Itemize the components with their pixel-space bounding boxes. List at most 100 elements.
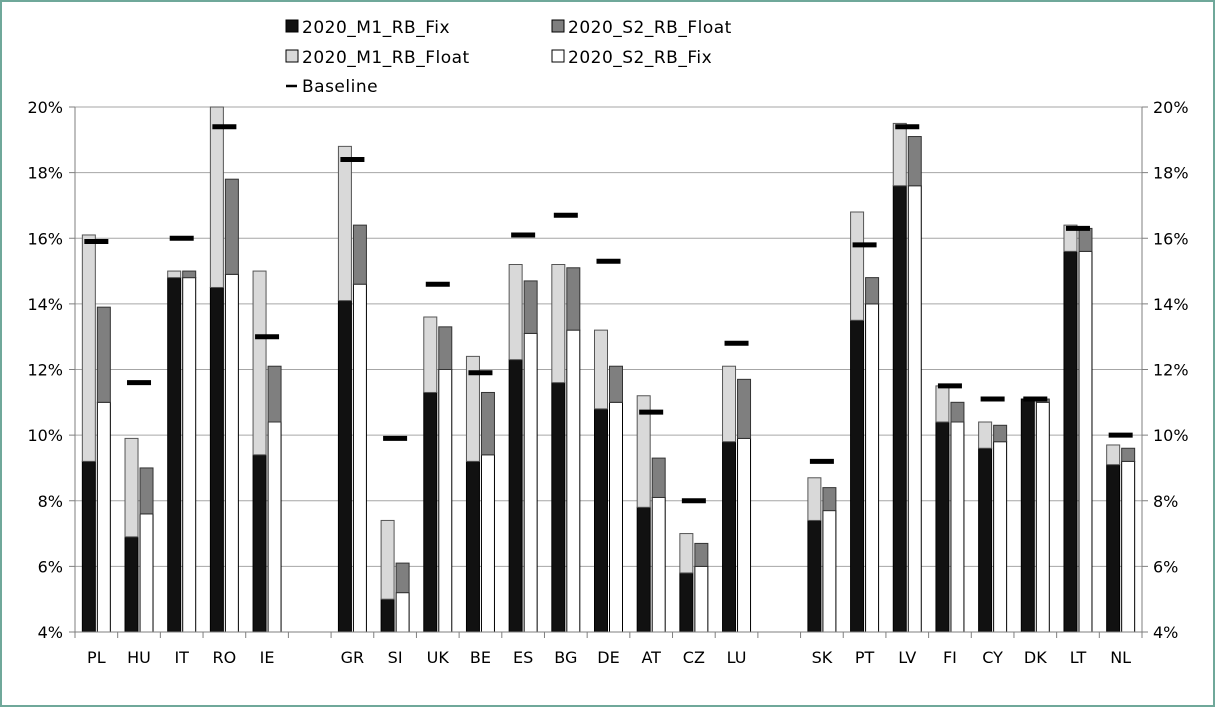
bar-m1-float <box>722 365 737 443</box>
bar-m1-float <box>337 145 352 302</box>
bar-s2-float <box>1121 447 1136 462</box>
bar-s2-fix <box>609 401 623 633</box>
bar-m1-float <box>978 421 993 449</box>
bar-s2-float <box>1078 227 1093 252</box>
bar-s2-float <box>352 224 367 285</box>
bar-s2-fix <box>395 592 410 633</box>
bar-s2-fix <box>907 185 922 633</box>
y-tick-label-right: 18% <box>1153 164 1189 183</box>
bar-m1-fix <box>124 536 139 633</box>
bar-s2-fix <box>694 565 709 633</box>
bar-s2-fix <box>96 401 111 633</box>
bar-m1-float <box>636 395 651 508</box>
y-tick-label-left: 4% <box>38 623 63 642</box>
bar-s2-fix <box>1035 401 1050 633</box>
legend-swatch <box>285 19 299 33</box>
bar-m1-float <box>679 533 694 574</box>
bar-m1-fix <box>1106 464 1121 633</box>
bar-m1-float <box>1063 224 1078 252</box>
bar-s2-fix <box>993 441 1008 633</box>
bar-s2-float <box>651 457 666 498</box>
bar-m1-fix <box>636 506 651 633</box>
bar-m1-fix <box>1020 398 1035 633</box>
x-category-label: IE <box>260 648 275 667</box>
bar-s2-float <box>224 178 239 275</box>
bar-s2-float <box>480 391 495 456</box>
legend-swatch <box>551 19 565 33</box>
x-category-label: UK <box>427 648 450 667</box>
bar-m1-float <box>1106 444 1121 466</box>
bar-s2-fix <box>182 277 197 633</box>
bar-m1-fix <box>679 572 694 633</box>
bar-s2-float <box>907 136 922 187</box>
x-category-label: ES <box>513 648 533 667</box>
y-tick-label-left: 10% <box>27 426 63 445</box>
bar-m1-fix <box>209 286 224 633</box>
bar-m1-fix <box>252 454 267 633</box>
y-tick-label-left: 16% <box>27 229 63 248</box>
bar-s2-float <box>438 326 453 370</box>
y-tick-label-left: 12% <box>27 361 63 380</box>
bar-s2-fix <box>224 273 239 633</box>
bar-s2-float <box>993 424 1008 443</box>
bar-m1-fix <box>551 382 566 633</box>
bar-series <box>81 106 1136 633</box>
x-category-label: CY <box>982 648 1003 667</box>
bar-m1-float <box>935 385 950 423</box>
x-category-label: IT <box>174 648 189 667</box>
x-category-label: NL <box>1110 648 1131 667</box>
bar-m1-float <box>124 437 139 538</box>
x-category-label: BE <box>470 648 491 667</box>
legend-label: 2020_M1_RB_Float <box>302 48 470 68</box>
bar-s2-fix <box>267 421 282 633</box>
bar-s2-float <box>566 267 581 331</box>
x-category-label: LV <box>898 648 916 667</box>
x-category-label: PL <box>87 648 106 667</box>
bar-m1-fix <box>807 519 822 633</box>
bar-m1-fix <box>465 460 480 633</box>
bar-s2-fix <box>822 510 837 633</box>
bar-s2-float <box>267 365 282 423</box>
bar-m1-fix <box>337 300 352 633</box>
bar-m1-float <box>81 234 96 462</box>
bar-s2-float <box>139 467 154 515</box>
bar-s2-fix <box>1121 460 1136 633</box>
bar-s2-float <box>950 401 965 423</box>
bar-s2-float <box>182 270 197 279</box>
bar-m1-fix <box>850 319 865 633</box>
bar-s2-fix <box>523 332 538 633</box>
x-category-label: GR <box>341 648 365 667</box>
bar-s2-fix <box>352 283 367 633</box>
bar-s2-fix <box>865 303 880 633</box>
y-tick-label-left: 20% <box>27 98 63 117</box>
bar-m1-fix <box>594 408 608 633</box>
x-category-label: CZ <box>683 648 705 667</box>
y-tick-label-left: 14% <box>27 295 63 314</box>
bar-m1-fix <box>81 460 96 633</box>
x-category-label: HU <box>127 648 151 667</box>
bar-s2-fix <box>737 437 752 633</box>
legend-swatch <box>285 49 299 63</box>
x-category-label: AT <box>641 648 661 667</box>
y-tick-label-right: 14% <box>1153 295 1189 314</box>
axes: 4% 4% 6% 6% 8% 8% 10% 10% 12% 12% 14% 14% 16% 16% 18% 1… <box>27 98 1188 667</box>
bar-s2-float <box>737 378 752 439</box>
y-tick-label-right: 16% <box>1153 229 1189 248</box>
bar-s2-fix <box>480 454 495 633</box>
bar-m1-float <box>167 270 182 279</box>
legend-label: 2020_M1_RB_Fix <box>302 18 450 38</box>
bar-s2-float <box>96 306 111 403</box>
bar-m1-float <box>508 264 523 361</box>
bar-s2-float <box>523 280 538 334</box>
bar-s2-fix <box>1078 250 1093 633</box>
bar-m1-float <box>551 264 566 384</box>
bar-m1-fix <box>892 185 907 633</box>
bar-m1-fix <box>423 391 438 633</box>
bar-s2-float <box>694 542 709 567</box>
bar-m1-float <box>423 316 438 393</box>
y-tick-label-right: 10% <box>1153 426 1189 445</box>
bar-m1-fix <box>167 277 182 633</box>
legend: 2020_M1_RB_Fix 2020_S2_RB_Float 2020_M1_RB… <box>285 18 731 97</box>
bar-s2-float <box>609 365 623 403</box>
